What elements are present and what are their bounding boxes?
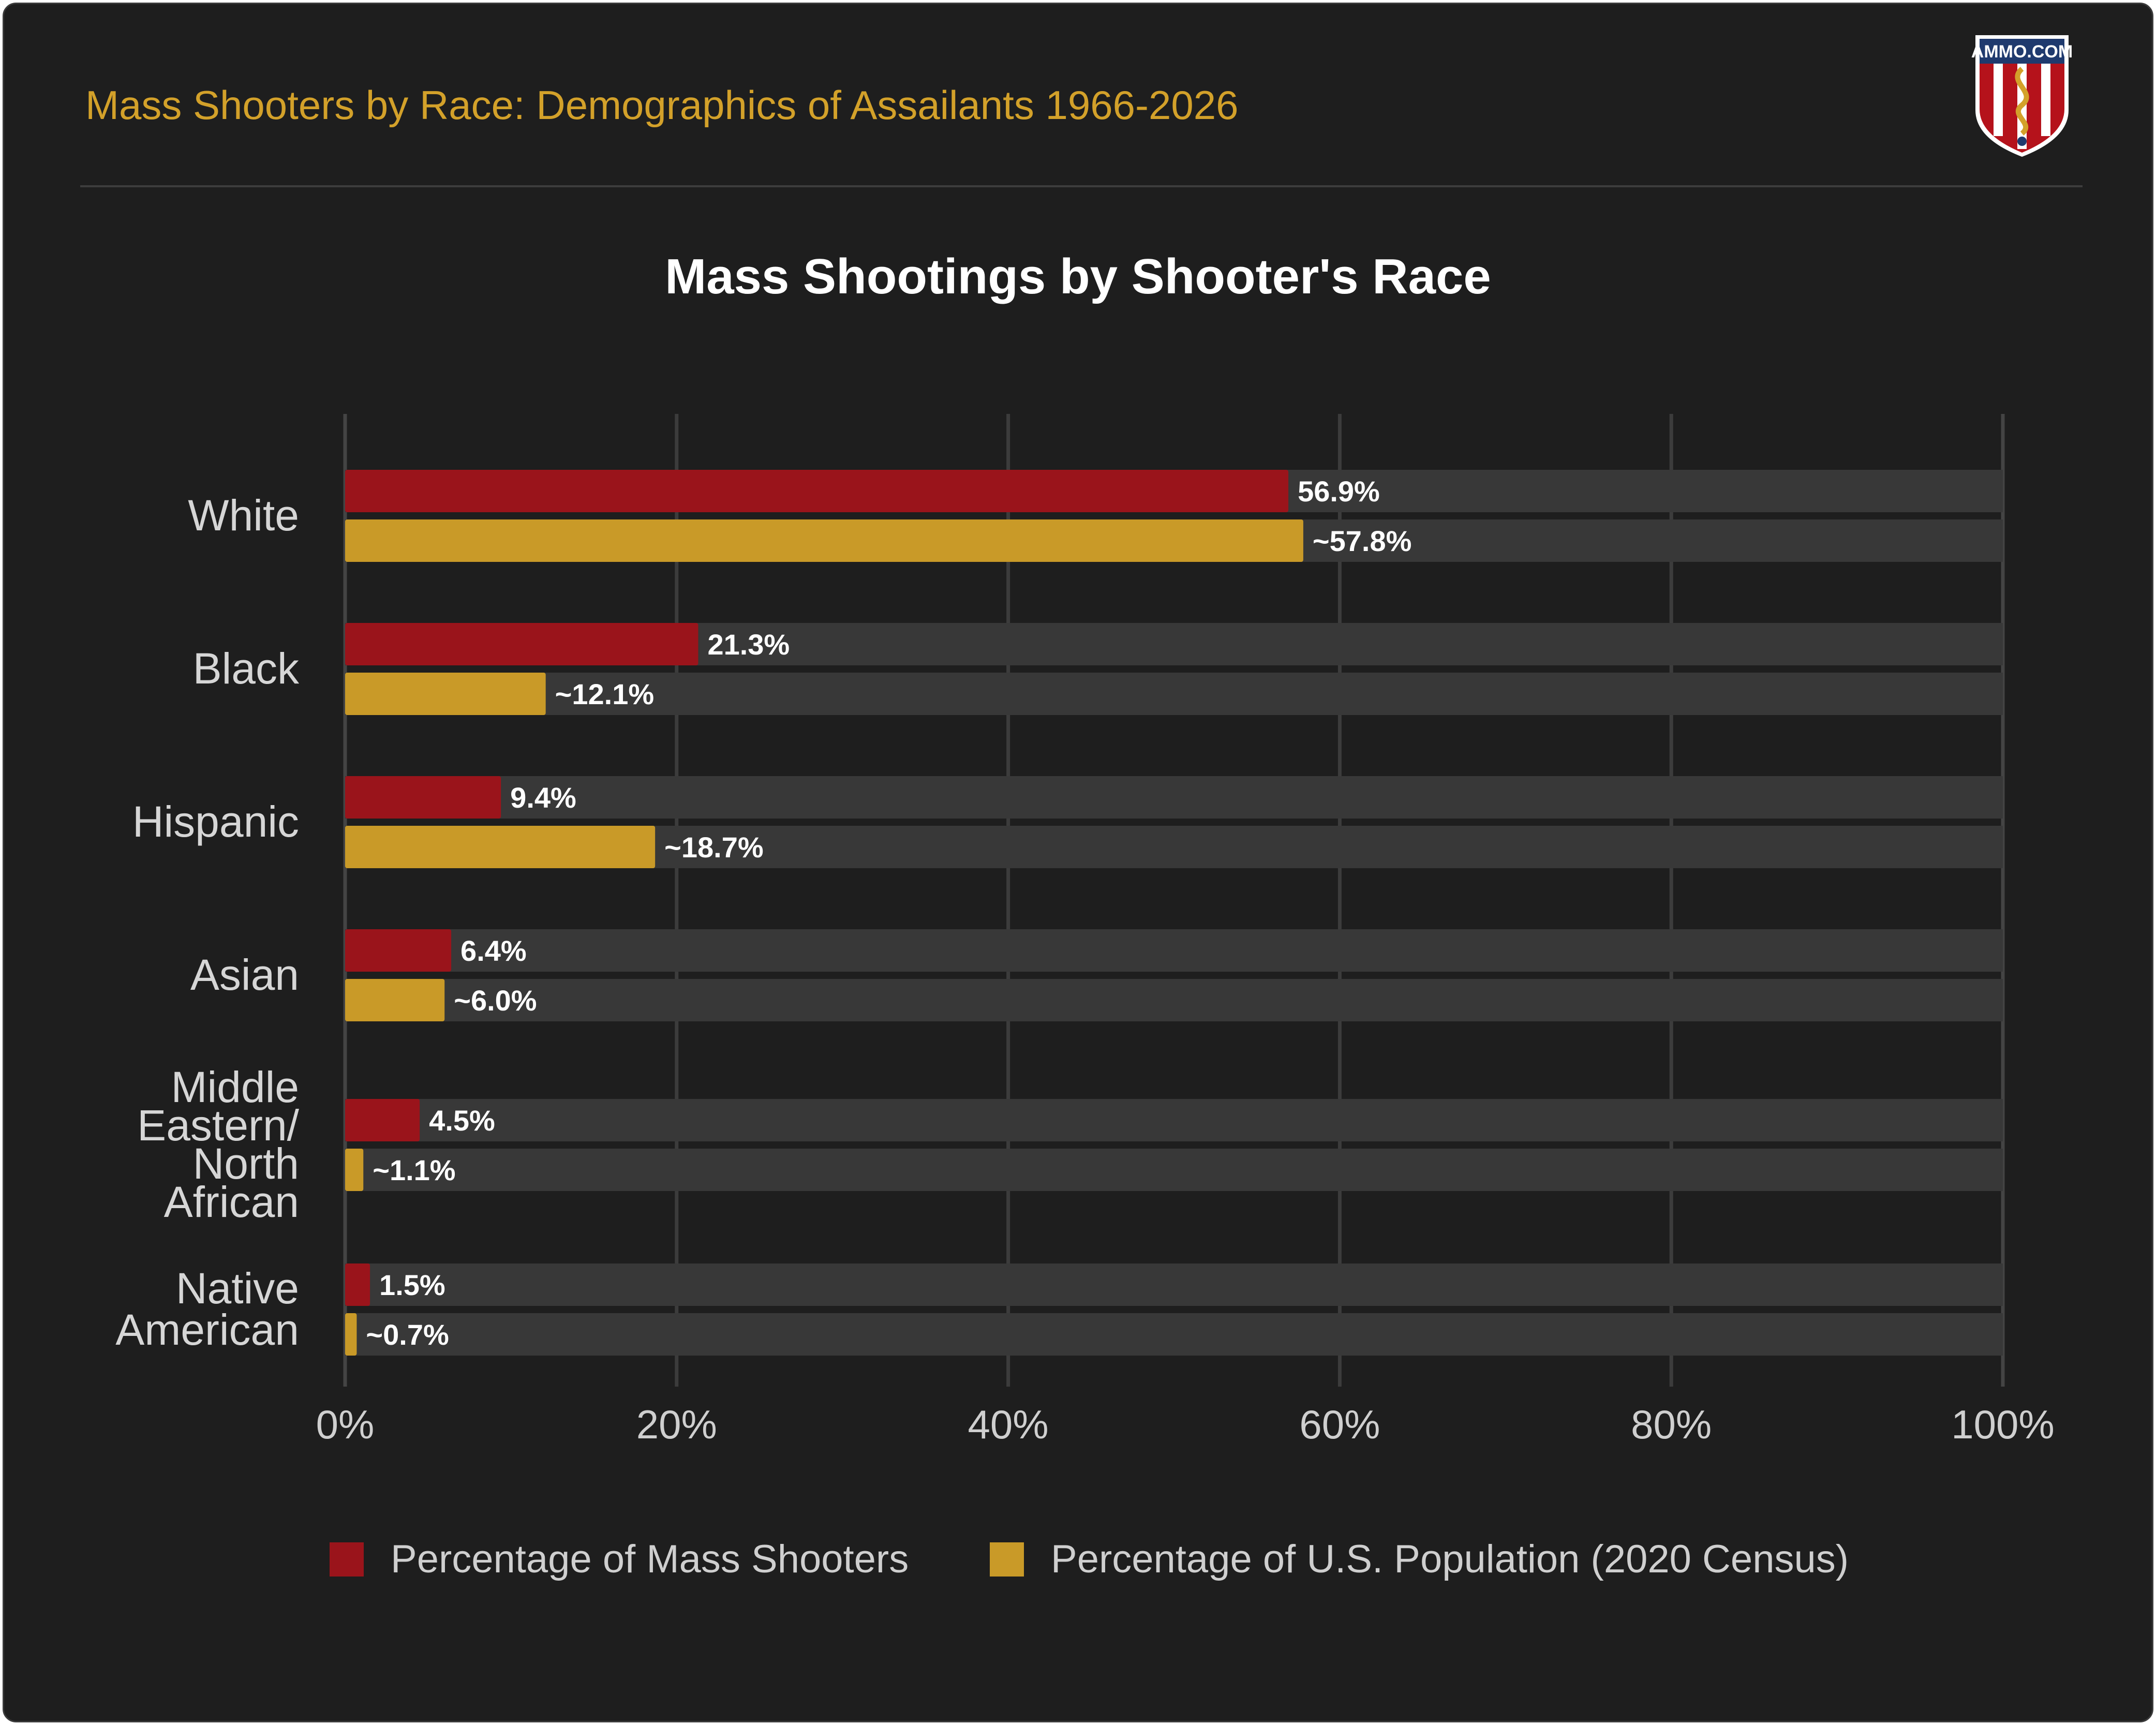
category-label: Eastern/ bbox=[137, 1101, 299, 1150]
bar-shooters bbox=[345, 776, 501, 819]
category-label: Black bbox=[193, 644, 300, 693]
data-label: ~18.7% bbox=[664, 831, 764, 864]
data-label: 21.3% bbox=[707, 628, 790, 661]
data-label: ~1.1% bbox=[373, 1154, 455, 1186]
bar-track bbox=[345, 1263, 2003, 1306]
bar-track bbox=[345, 776, 2003, 819]
bar-shooters bbox=[345, 623, 698, 665]
category-label: Middle bbox=[171, 1063, 299, 1111]
bar-population bbox=[345, 673, 546, 715]
data-label: ~6.0% bbox=[454, 984, 537, 1017]
legend-item-shooters: Percentage of Mass Shooters bbox=[330, 1537, 909, 1582]
data-label: 9.4% bbox=[510, 781, 576, 814]
bar-population bbox=[345, 519, 1303, 562]
x-tick-label: 40% bbox=[968, 1402, 1049, 1447]
category-label: Hispanic bbox=[132, 797, 299, 846]
bar-shooters bbox=[345, 929, 452, 972]
data-label: ~57.8% bbox=[1313, 525, 1412, 557]
category-label: American bbox=[115, 1305, 299, 1354]
category-label: White bbox=[188, 491, 299, 540]
bar-track bbox=[345, 1099, 2003, 1141]
data-label: 4.5% bbox=[429, 1104, 495, 1137]
header-divider bbox=[80, 185, 2083, 187]
bar-population bbox=[345, 826, 656, 868]
bar-track bbox=[345, 1313, 2003, 1356]
bar-shooters bbox=[345, 470, 1289, 512]
bar-population bbox=[345, 979, 445, 1021]
bar-track bbox=[345, 673, 2003, 715]
x-tick-label: 0% bbox=[316, 1402, 375, 1447]
legend-label-shooters: Percentage of Mass Shooters bbox=[391, 1537, 909, 1581]
data-label: 1.5% bbox=[379, 1269, 445, 1301]
legend-label-population: Percentage of U.S. Population (2020 Cens… bbox=[1051, 1537, 1849, 1581]
data-label: ~12.1% bbox=[555, 678, 655, 710]
bar-shooters bbox=[345, 1263, 370, 1306]
legend-swatch-population bbox=[990, 1542, 1024, 1577]
legend-swatch-shooters bbox=[330, 1542, 364, 1577]
bar-track bbox=[345, 1149, 2003, 1191]
bar-shooters bbox=[345, 1099, 420, 1141]
category-label: Asian bbox=[190, 950, 299, 999]
chart-title: Mass Shootings by Shooter's Race bbox=[665, 249, 1491, 304]
bar-population bbox=[345, 1149, 364, 1191]
legend-item-population: Percentage of U.S. Population (2020 Cens… bbox=[990, 1537, 1849, 1582]
x-tick-label: 80% bbox=[1631, 1402, 1712, 1447]
chart-legend: Percentage of Mass Shooters Percentage o… bbox=[0, 1537, 2156, 1588]
x-tick-label: 20% bbox=[636, 1402, 717, 1447]
category-label: Native bbox=[176, 1264, 299, 1313]
category-label: North bbox=[193, 1139, 299, 1188]
bar-track bbox=[345, 979, 2003, 1021]
ammo-logo-icon: AMMO.COM bbox=[1971, 35, 2073, 157]
bar-track bbox=[345, 929, 2003, 972]
page-title: Mass Shooters by Race: Demographics of A… bbox=[85, 82, 1239, 128]
data-label: ~0.7% bbox=[366, 1318, 449, 1351]
x-tick-label: 60% bbox=[1299, 1402, 1380, 1447]
logo-text: AMMO.COM bbox=[1971, 42, 2073, 62]
data-label: 56.9% bbox=[1298, 475, 1380, 508]
category-label: African bbox=[164, 1178, 299, 1226]
bar-population bbox=[345, 1313, 357, 1356]
data-label: 6.4% bbox=[460, 934, 527, 967]
x-tick-label: 100% bbox=[1951, 1402, 2055, 1447]
